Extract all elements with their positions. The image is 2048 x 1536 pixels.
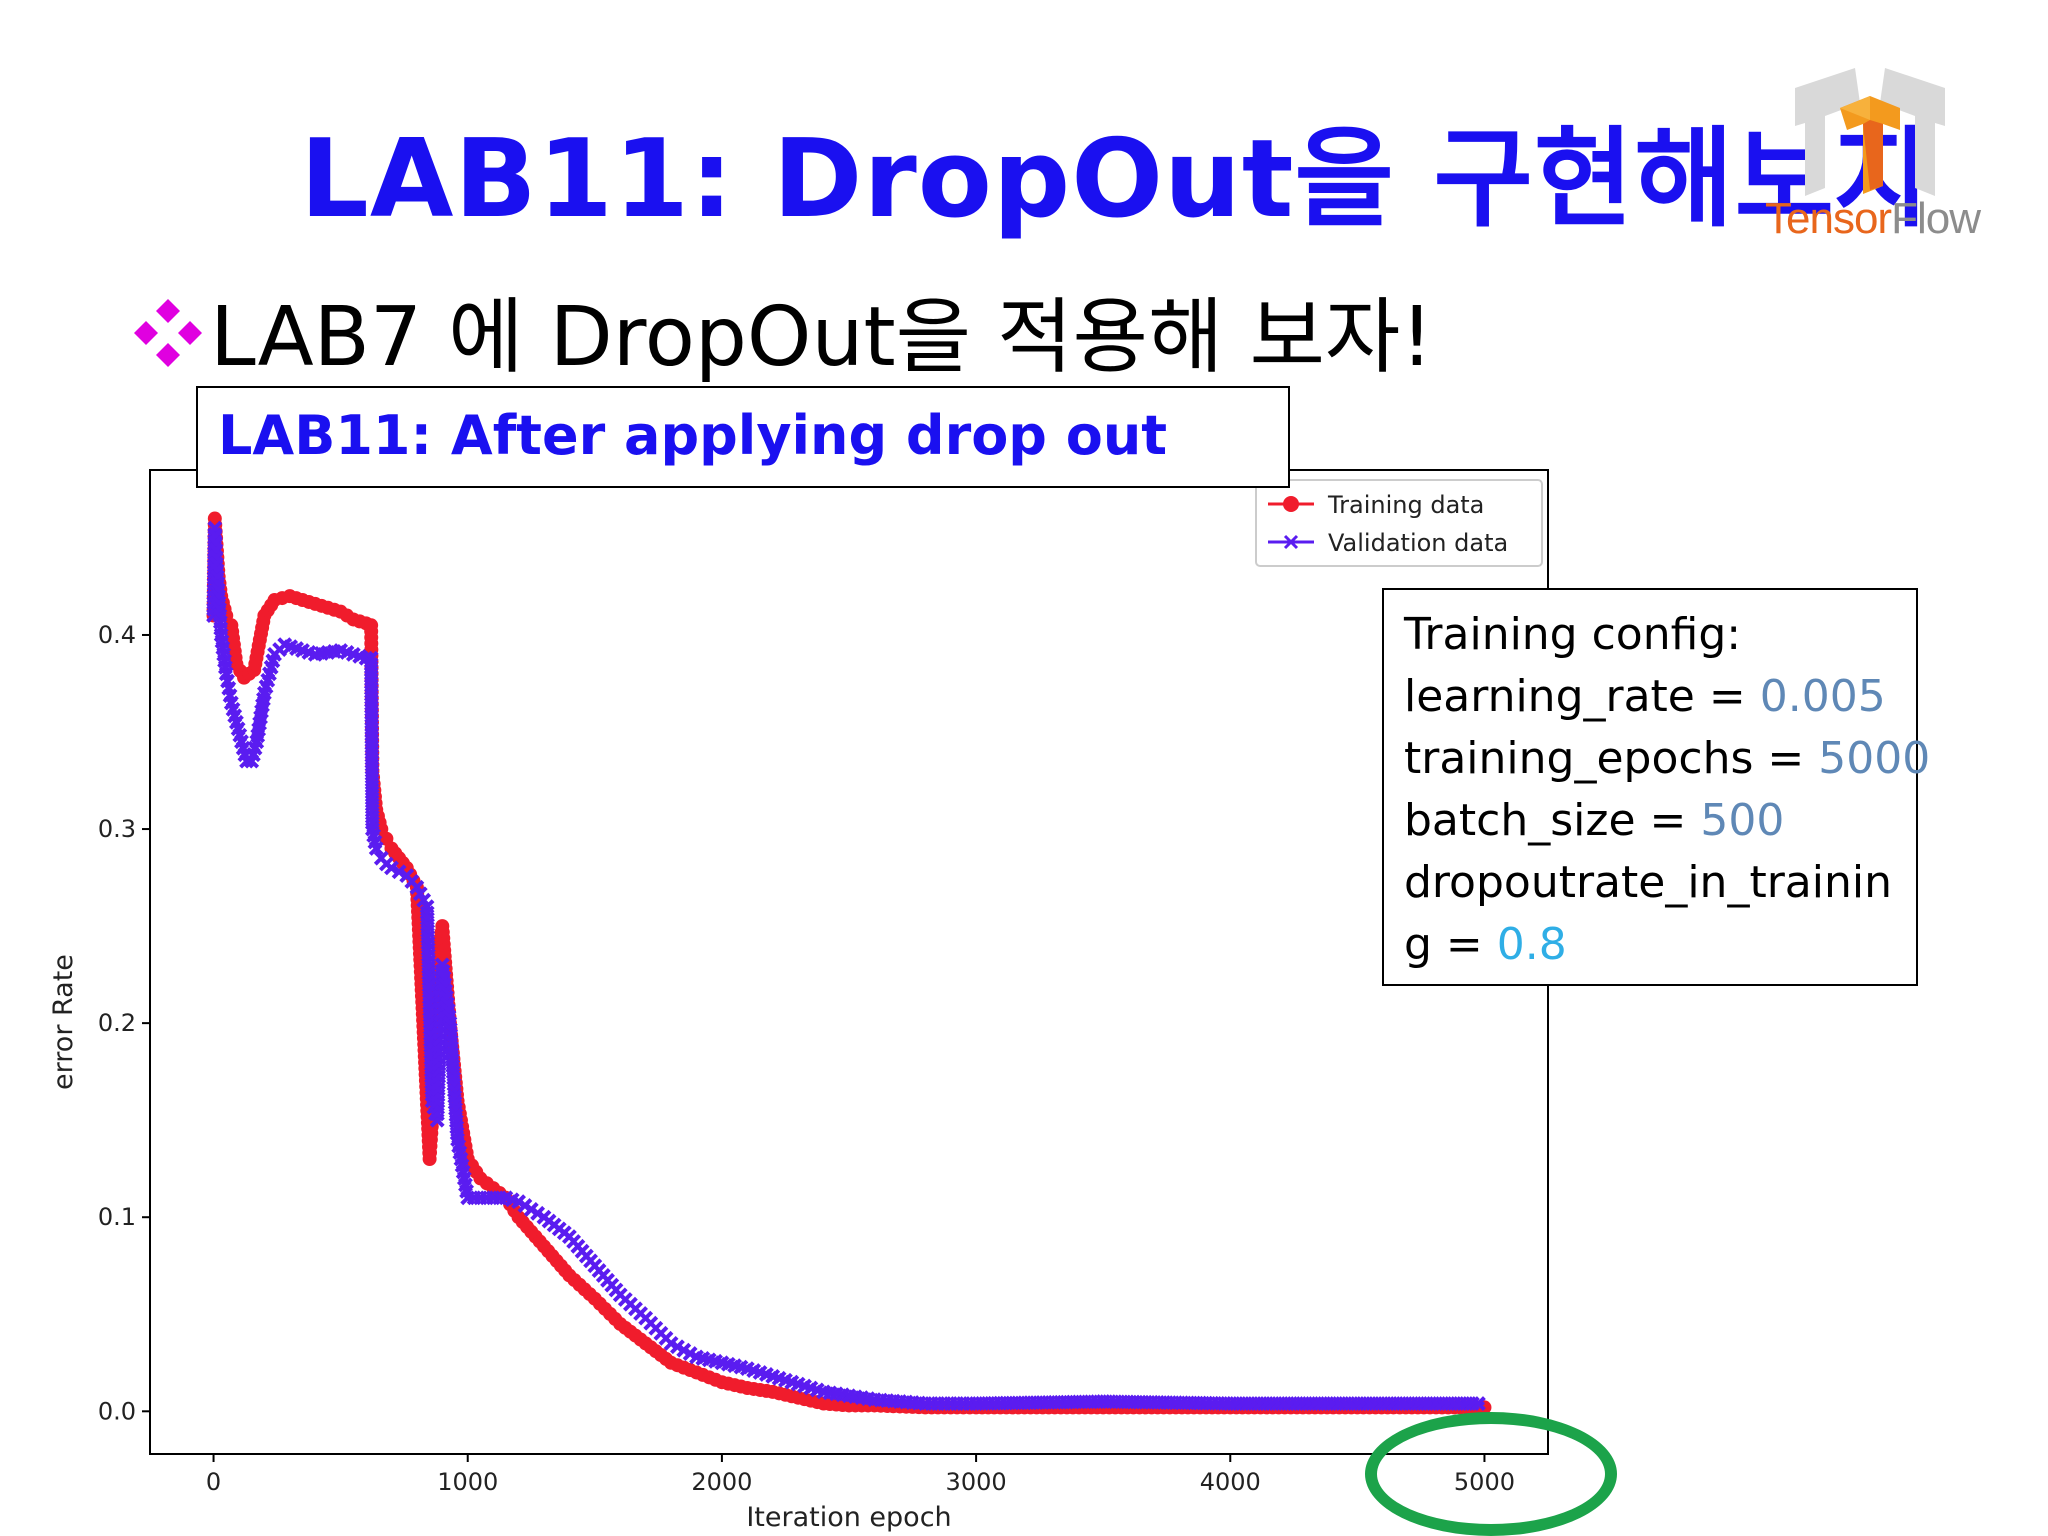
- config-key: training_epochs =: [1404, 733, 1819, 784]
- legend-box: [1255, 479, 1543, 567]
- x-tick-label: 0: [206, 1468, 221, 1496]
- config-key: g =: [1404, 919, 1497, 970]
- config-line-batch-size: batch_size = 500: [1404, 790, 1916, 852]
- logo-text-flow: Flow: [1891, 194, 1981, 243]
- config-line-training-epochs: training_epochs = 5000: [1404, 728, 1930, 790]
- bullet-text: LAB7 에 DropOut을 적용해 보자!: [210, 290, 1434, 385]
- data-point: [391, 864, 407, 880]
- y-tick-label: 0.4: [98, 621, 136, 649]
- y-tick-label: 0.2: [98, 1009, 136, 1037]
- chart-legend: Training data Validation data: [1255, 479, 1543, 567]
- x-axis-label: Iteration epoch: [746, 1502, 951, 1533]
- bullet-line: LAB7 에 DropOut을 적용해 보자!: [130, 270, 1433, 389]
- config-value: 0.8: [1496, 919, 1567, 970]
- config-value: 0.005: [1759, 671, 1886, 722]
- y-tick-label: 0.0: [98, 1397, 136, 1425]
- logo-text-tensor: Tensor: [1765, 194, 1892, 243]
- diamond-bullet-icon: [134, 299, 202, 367]
- y-tick-label: 0.1: [98, 1203, 136, 1231]
- slide-title: LAB11: DropOut을 구현해보자: [300, 117, 1936, 242]
- highlight-ellipse: [1365, 1412, 1617, 1536]
- x-tick-label: 4000: [1200, 1468, 1261, 1496]
- data-point: [368, 841, 384, 856]
- legend-marker: [1283, 534, 1299, 550]
- legend-marker: [1283, 496, 1299, 512]
- training-config-box: Training config: learning_rate = 0.005 t…: [1382, 588, 1930, 986]
- data-point: [1470, 1396, 1486, 1411]
- x-tick-label: 1000: [437, 1468, 498, 1496]
- chart-caption: LAB11: After applying drop out: [196, 386, 1290, 488]
- config-value: 5000: [1818, 733, 1931, 784]
- x-tick-label: 2000: [691, 1468, 752, 1496]
- data-point: [384, 860, 399, 876]
- series-line: [212, 528, 1485, 1406]
- config-key: learning_rate =: [1404, 671, 1760, 722]
- training-series: [206, 511, 1492, 1415]
- config-line-learning-rate: learning_rate = 0.005: [1404, 666, 1916, 728]
- config-heading: Training config:: [1404, 609, 1742, 660]
- config-value: 500: [1700, 795, 1785, 846]
- series-line: [212, 518, 1485, 1409]
- x-tick-label: 3000: [946, 1468, 1007, 1496]
- tensorflow-logo: TensorFlow: [1765, 68, 1981, 248]
- config-line-dropout-rate: dropoutrate_in_trainin: [1404, 852, 1916, 914]
- config-key: batch_size =: [1404, 795, 1701, 846]
- validation-series: [206, 520, 1486, 1411]
- y-axis-label: error Rate: [48, 954, 79, 1090]
- tensorflow-icon: [1795, 68, 1945, 196]
- y-tick-label: 0.3: [98, 815, 136, 843]
- config-key: dropoutrate_in_trainin: [1404, 857, 1892, 908]
- legend-label: Training data: [1327, 491, 1484, 519]
- legend-label: Validation data: [1328, 529, 1508, 557]
- config-line-dropout-rate-cont: g = 0.8: [1404, 914, 1916, 976]
